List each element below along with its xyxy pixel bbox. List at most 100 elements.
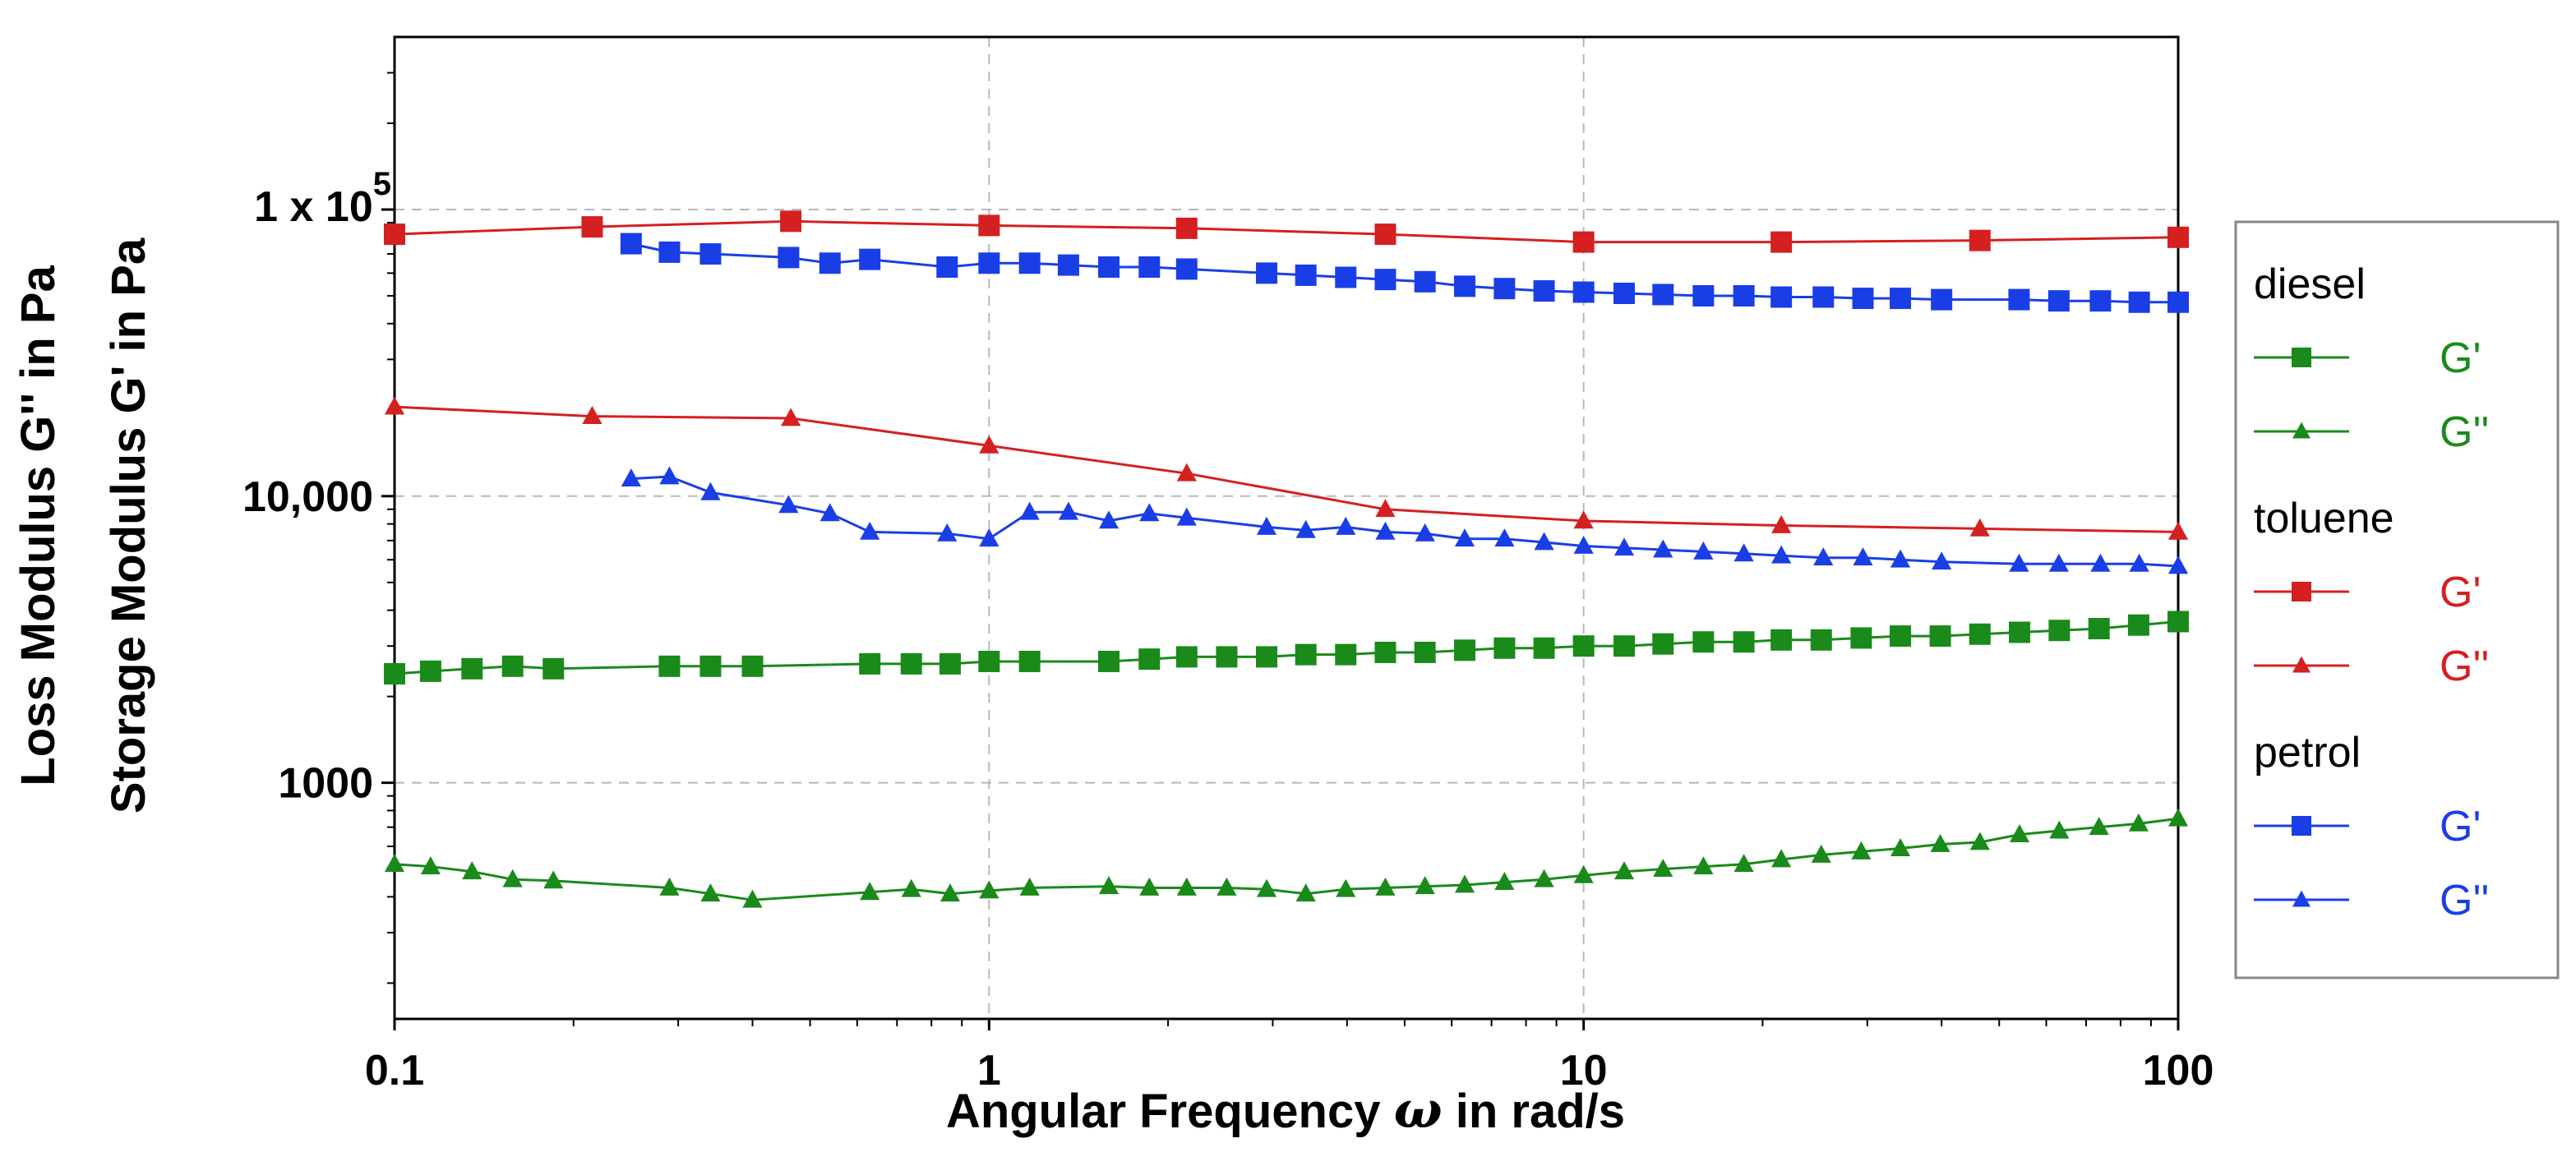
data-point-petrol_G2 <box>1019 501 1040 520</box>
data-point-petrol_G1 <box>1335 266 1357 288</box>
x-tick-label: 1 <box>977 1047 1001 1095</box>
legend-marker-triangle <box>2292 422 2311 439</box>
x-tick-label: 0.1 <box>365 1047 424 1095</box>
data-point-petrol_G1 <box>1374 269 1396 291</box>
data-point-petrol_G1 <box>1533 280 1555 302</box>
data-point-diesel_G2 <box>2009 824 2030 842</box>
data-point-diesel_G2 <box>1969 832 1990 850</box>
data-point-diesel_G2 <box>2128 813 2149 832</box>
y-tick-label-base: 1 x 10 <box>254 183 373 231</box>
data-point-diesel_G2 <box>1534 869 1554 887</box>
data-point-diesel_G1 <box>542 657 565 680</box>
data-point-petrol_G2 <box>1771 545 1792 564</box>
data-point-petrol_G1 <box>1175 258 1198 280</box>
data-point-petrol_G1 <box>778 247 800 269</box>
data-point-petrol_G2 <box>1890 549 1911 568</box>
data-point-diesel_G2 <box>420 856 441 875</box>
y-axis-title-loss-modulus: Loss Modulus G'' in Pa <box>12 265 65 786</box>
data-point-diesel_G2 <box>1693 856 1714 875</box>
series-line-diesel_G2 <box>394 817 2179 901</box>
data-point-petrol_G1 <box>2089 290 2112 312</box>
data-point-petrol_G2 <box>1494 528 1515 547</box>
data-point-petrol_G1 <box>620 233 642 255</box>
data-point-petrol_G1 <box>1890 288 1912 310</box>
data-point-diesel_G1 <box>741 655 764 677</box>
data-point-diesel_G1 <box>1454 639 1476 661</box>
y-axis-title-storage-modulus: Storage Modulus G' in Pa <box>102 237 155 813</box>
data-point-diesel_G1 <box>1414 641 1436 663</box>
data-point-diesel_G1 <box>2127 614 2149 636</box>
data-point-toluene_G1 <box>1374 224 1396 246</box>
data-point-petrol_G2 <box>778 495 799 514</box>
data-point-petrol_G2 <box>1295 519 1316 538</box>
data-point-petrol_G2 <box>1375 521 1396 540</box>
data-point-diesel_G2 <box>939 883 961 902</box>
grid <box>395 37 2178 1019</box>
data-point-diesel_G1 <box>859 652 881 675</box>
data-point-diesel_G2 <box>1573 864 1594 883</box>
data-point-diesel_G1 <box>1770 629 1793 651</box>
data-point-toluene_G2 <box>781 408 801 426</box>
data-point-diesel_G1 <box>939 652 961 675</box>
data-point-diesel_G1 <box>1295 643 1317 666</box>
data-point-petrol_G1 <box>936 256 958 278</box>
data-point-diesel_G1 <box>1733 631 1755 653</box>
data-point-diesel_G1 <box>978 650 1000 672</box>
data-point-diesel_G2 <box>1890 838 1911 856</box>
data-point-diesel_G1 <box>1493 637 1516 659</box>
data-point-diesel_G1 <box>1890 625 1912 648</box>
data-point-diesel_G2 <box>543 870 564 889</box>
data-point-petrol_G1 <box>1295 264 1317 286</box>
data-point-diesel_G1 <box>1929 625 1951 648</box>
data-point-petrol_G1 <box>1812 286 1835 308</box>
data-point-petrol_G2 <box>1573 535 1594 554</box>
data-point-petrol_G2 <box>819 503 840 522</box>
data-point-diesel_G1 <box>2009 621 2031 643</box>
data-point-diesel_G1 <box>1533 637 1555 659</box>
data-point-petrol_G1 <box>2167 291 2189 313</box>
legend-marker-square <box>2292 816 2311 836</box>
data-point-petrol_G1 <box>1493 278 1516 300</box>
data-point-diesel_G2 <box>384 854 405 873</box>
data-point-toluene_G2 <box>1573 510 1594 529</box>
data-point-petrol_G1 <box>1018 252 1041 274</box>
data-point-petrol_G2 <box>2129 553 2149 572</box>
data-point-petrol_G1 <box>2047 290 2070 312</box>
data-point-petrol_G1 <box>819 252 841 274</box>
data-point-diesel_G1 <box>2167 611 2189 633</box>
data-point-diesel_G2 <box>1139 877 1160 896</box>
data-point-petrol_G1 <box>1414 270 1436 293</box>
data-point-diesel_G1 <box>1810 629 1832 651</box>
data-point-diesel_G1 <box>2088 618 2110 640</box>
data-point-petrol_G2 <box>659 466 680 485</box>
data-point-petrol_G1 <box>859 248 881 270</box>
data-point-petrol_G2 <box>1853 547 1873 566</box>
data-point-petrol_G1 <box>1652 283 1674 306</box>
data-point-petrol_G1 <box>699 243 722 265</box>
series-petrol_G2 <box>621 466 2189 574</box>
data-point-petrol_G2 <box>2167 555 2189 574</box>
data-point-petrol_G2 <box>1176 507 1197 526</box>
legend-entry-label: G'' <box>2440 643 2489 690</box>
data-point-petrol_G2 <box>1058 501 1079 520</box>
series-diesel_G1 <box>384 611 2189 684</box>
legend-marker-square <box>2292 348 2311 367</box>
x-axis-title-omega: ω <box>1394 1080 1443 1140</box>
data-point-petrol_G1 <box>1770 286 1793 308</box>
data-point-petrol_G1 <box>1852 288 1874 310</box>
data-point-diesel_G2 <box>1930 833 1950 852</box>
data-point-toluene_G1 <box>1175 217 1198 239</box>
data-point-diesel_G1 <box>1256 646 1278 668</box>
data-point-diesel_G2 <box>901 878 921 897</box>
legend-entry-label: G'' <box>2440 408 2489 456</box>
data-point-diesel_G2 <box>659 877 680 896</box>
data-point-petrol_G1 <box>2128 291 2150 313</box>
series-toluene_G1 <box>384 210 2189 253</box>
data-point-diesel_G2 <box>700 883 721 902</box>
data-point-diesel_G2 <box>462 861 482 880</box>
data-point-diesel_G1 <box>1175 646 1198 668</box>
y-tick-label-exponent: 5 <box>373 166 391 202</box>
data-point-diesel_G2 <box>1771 849 1792 868</box>
legend-marker-square <box>2292 582 2311 601</box>
data-point-diesel_G2 <box>1733 854 1754 873</box>
